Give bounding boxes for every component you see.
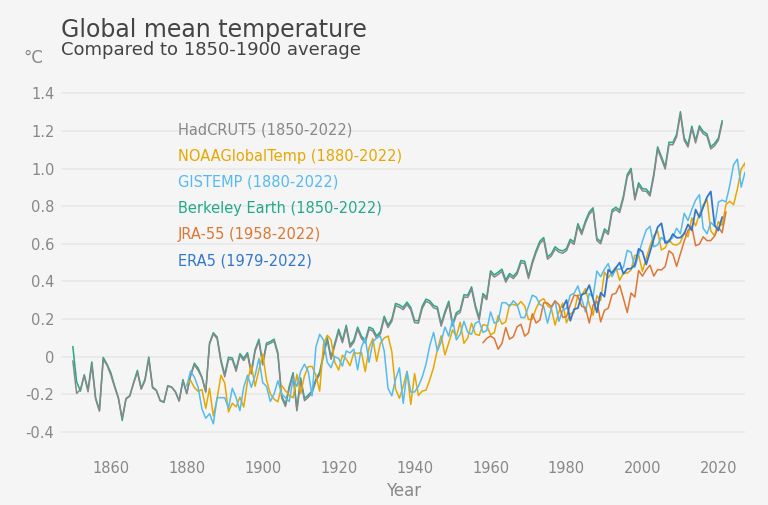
Text: HadCRUT5 (1850-2022): HadCRUT5 (1850-2022) xyxy=(177,123,352,137)
Text: Compared to 1850-1900 average: Compared to 1850-1900 average xyxy=(61,41,361,60)
Text: Berkeley Earth (1850-2022): Berkeley Earth (1850-2022) xyxy=(177,201,382,216)
Text: ERA5 (1979-2022): ERA5 (1979-2022) xyxy=(177,253,312,268)
Text: NOAAGlobalTemp (1880-2022): NOAAGlobalTemp (1880-2022) xyxy=(177,148,402,164)
X-axis label: Year: Year xyxy=(386,482,421,500)
Text: JRA-55 (1958-2022): JRA-55 (1958-2022) xyxy=(177,227,321,242)
Text: Global mean temperature: Global mean temperature xyxy=(61,18,367,42)
Text: GISTEMP (1880-2022): GISTEMP (1880-2022) xyxy=(177,175,338,190)
Text: °C: °C xyxy=(24,49,44,67)
